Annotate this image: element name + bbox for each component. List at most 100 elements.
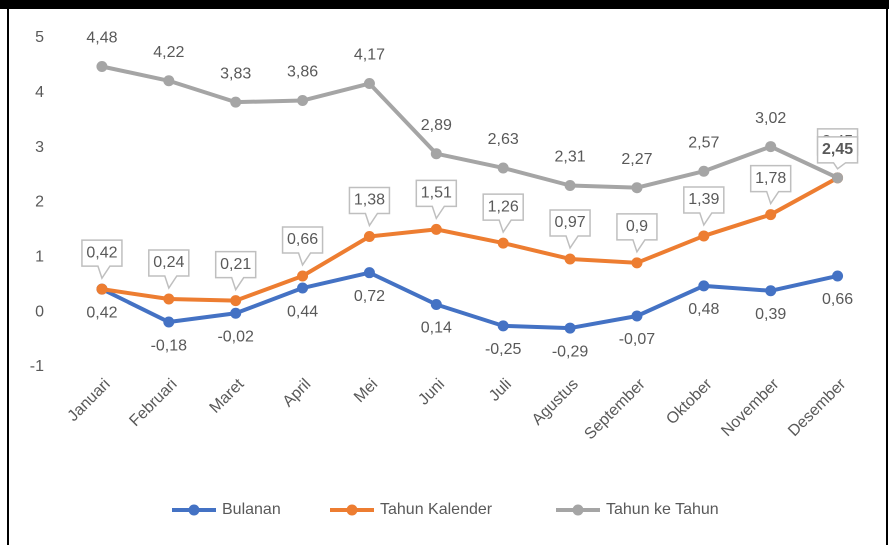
point (765, 141, 777, 153)
point (230, 307, 242, 319)
point (631, 310, 643, 322)
data-label: 0,9 (626, 218, 648, 235)
data-label: 2,31 (554, 149, 585, 166)
point (698, 230, 710, 242)
legend-label: Bulanan (222, 501, 281, 518)
data-label: 1,51 (421, 185, 452, 202)
data-label: 4,48 (86, 30, 117, 47)
y-tick-label: 4 (35, 84, 44, 101)
data-label: 0,66 (287, 231, 318, 248)
point (832, 270, 844, 282)
point (497, 162, 509, 174)
data-label: 0,48 (688, 301, 719, 318)
legend-marker (346, 504, 358, 516)
data-label: -0,25 (485, 341, 522, 358)
data-label: 3,02 (755, 110, 786, 127)
legend-label: Tahun ke Tahun (606, 501, 719, 518)
series-line (101, 270, 838, 331)
data-label: 3,86 (287, 64, 318, 81)
data-label: -0,29 (552, 343, 589, 360)
y-tick-label: 3 (35, 139, 44, 156)
data-label: 0,14 (421, 320, 452, 337)
data-label: 2,63 (488, 131, 519, 148)
data-label: 1,78 (755, 170, 786, 187)
point (631, 182, 643, 194)
data-label: 0,42 (86, 244, 117, 261)
point (430, 298, 442, 310)
point (564, 253, 576, 265)
point (363, 78, 375, 90)
series-line (101, 64, 839, 190)
label-callout (348, 186, 391, 228)
data-label: 2,57 (688, 134, 719, 151)
point (430, 223, 442, 235)
data-label: -0,02 (217, 328, 254, 345)
data-label: 0,44 (287, 303, 318, 320)
label-callout (415, 179, 458, 221)
data-label: 4,17 (354, 47, 385, 64)
data-label: -0,18 (151, 337, 188, 354)
point (497, 237, 509, 249)
data-label: 2,27 (621, 151, 652, 168)
label-callout (549, 209, 591, 250)
point (765, 209, 777, 221)
data-label: 0,72 (354, 288, 385, 305)
point (564, 180, 576, 192)
data-label: 0,39 (755, 306, 786, 323)
point (631, 257, 643, 269)
point (163, 293, 175, 305)
label-callout (616, 213, 658, 254)
point (297, 282, 309, 294)
legend-marker (572, 504, 584, 516)
label-callout (816, 136, 859, 170)
point (497, 320, 509, 332)
y-tick-label: -1 (30, 358, 44, 375)
point (363, 267, 375, 279)
point (96, 283, 108, 295)
point (765, 285, 777, 297)
label-callout (482, 193, 524, 234)
data-label: 0,24 (153, 254, 184, 271)
data-label: 1,38 (354, 192, 385, 209)
data-label: 2,45 (822, 141, 853, 158)
data-label: 4,22 (153, 44, 184, 61)
label-callout (214, 250, 257, 292)
label-callout (281, 226, 324, 267)
label-callout (81, 239, 123, 280)
y-tick-label: 1 (35, 249, 44, 266)
data-label: 2,89 (421, 117, 452, 134)
data-label: 0,66 (822, 291, 853, 308)
point (698, 165, 710, 177)
y-tick-label: 5 (35, 29, 44, 46)
y-tick-label: 2 (35, 194, 44, 211)
data-label: 1,26 (488, 198, 519, 215)
point (297, 270, 309, 282)
data-label: 3,83 (220, 65, 251, 82)
legend-marker (188, 504, 200, 516)
label-callout (148, 249, 190, 290)
data-label: -0,07 (619, 331, 656, 348)
data-label: 0,21 (220, 256, 251, 273)
point (363, 230, 375, 242)
point (297, 95, 309, 107)
data-label: 0,42 (86, 304, 117, 321)
point (163, 316, 175, 328)
point (698, 280, 710, 292)
label-callout (749, 164, 792, 206)
point (230, 96, 242, 108)
point (430, 148, 442, 160)
label-callout (683, 186, 725, 227)
data-label: 1,39 (688, 191, 719, 208)
y-tick-label: 0 (35, 303, 44, 320)
point (163, 75, 175, 87)
point (564, 322, 576, 334)
series-line (101, 176, 839, 303)
point (96, 61, 108, 73)
point (230, 295, 242, 307)
data-label: 0,97 (554, 214, 585, 231)
point (832, 172, 844, 184)
top-band (0, 0, 889, 9)
